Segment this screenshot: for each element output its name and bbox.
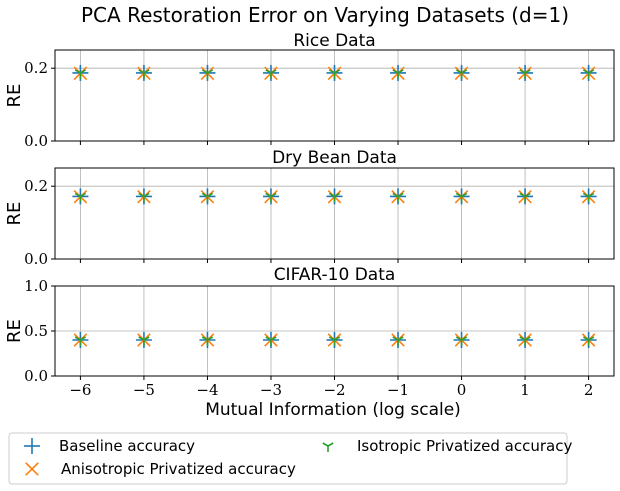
legend-item: Baseline accuracy xyxy=(24,437,195,455)
legend-frame xyxy=(8,432,568,485)
y-tick-label: 0.5 xyxy=(24,322,48,340)
data-point xyxy=(328,192,341,203)
y-tick-label: 0.0 xyxy=(24,367,48,385)
data-point xyxy=(201,336,214,346)
x-tick-label: −3 xyxy=(260,381,282,399)
legend-item: Anisotropic Privatized accuracy xyxy=(25,460,296,478)
data-point xyxy=(582,69,595,79)
data-point xyxy=(201,69,214,79)
legend-label: Anisotropic Privatized accuracy xyxy=(61,460,296,478)
x-tick-label: 2 xyxy=(584,381,594,399)
data-point xyxy=(138,336,150,346)
y-axis-label: RE xyxy=(4,84,25,108)
y-axis-label: RE xyxy=(4,319,25,343)
x-axis-label: Mutual Information (log scale) xyxy=(205,400,461,420)
subplot-1: Rice Data 0.0 0.2 RE xyxy=(4,31,615,150)
y-tick-label: 0.2 xyxy=(24,59,48,77)
x-tick-label: 1 xyxy=(520,381,530,399)
x-tick-label: 0 xyxy=(457,381,467,399)
x-tick-label: −6 xyxy=(69,381,91,399)
data-point xyxy=(74,192,87,203)
subplot-3: CIFAR-10 Data 0.0 0.5 1.0 −6 −5 −4 −3 −2 −1 0 1 2 RE xyxy=(4,265,615,399)
subplot-2: Dry Bean Data 0.0 0.2 RE xyxy=(4,148,615,268)
data-point xyxy=(455,192,468,203)
legend-marker xyxy=(25,462,39,476)
subplot-title: Rice Data xyxy=(293,31,375,51)
x-tick-label: −1 xyxy=(387,381,409,399)
data-point xyxy=(582,336,595,346)
legend-item: Isotropic Privatized accuracy xyxy=(322,437,572,455)
data-point xyxy=(265,192,277,203)
data-point xyxy=(392,336,404,346)
data-point xyxy=(328,336,341,346)
data-point xyxy=(328,69,341,79)
data-point xyxy=(392,192,404,203)
figure-title: PCA Restoration Error on Varying Dataset… xyxy=(81,3,569,27)
data-point xyxy=(138,69,150,79)
series-3 xyxy=(74,192,595,203)
data-point xyxy=(582,192,595,203)
series-3 xyxy=(74,336,595,346)
data-point xyxy=(519,192,531,203)
data-point xyxy=(455,336,468,346)
data-point xyxy=(519,69,531,79)
legend-marker xyxy=(322,442,334,452)
data-point xyxy=(138,192,150,203)
y-axis-label: RE xyxy=(4,202,25,226)
data-point xyxy=(265,336,277,346)
data-point xyxy=(455,69,468,79)
legend-marker xyxy=(24,438,40,454)
subplot-title: CIFAR-10 Data xyxy=(274,265,396,285)
data-point xyxy=(265,69,277,79)
data-point xyxy=(74,336,87,346)
data-point xyxy=(74,69,87,79)
y-tick-label: 0.0 xyxy=(24,132,48,150)
x-tick-label: −4 xyxy=(196,381,218,399)
data-point xyxy=(519,336,531,346)
y-tick-label: 1.0 xyxy=(24,277,48,295)
x-tick-label: −5 xyxy=(133,381,155,399)
x-tick-label: −2 xyxy=(323,381,345,399)
data-point xyxy=(201,192,214,203)
legend-label: Isotropic Privatized accuracy xyxy=(357,437,572,455)
legend-items: Baseline accuracy Anisotropic Privatized … xyxy=(24,437,572,478)
y-tick-label: 0.0 xyxy=(24,250,48,268)
legend-label: Baseline accuracy xyxy=(59,437,195,455)
series-3 xyxy=(74,69,595,79)
data-point xyxy=(392,69,404,79)
subplot-title: Dry Bean Data xyxy=(272,148,397,168)
legend: Baseline accuracy Anisotropic Privatized … xyxy=(8,432,572,485)
y-tick-label: 0.2 xyxy=(24,177,48,195)
